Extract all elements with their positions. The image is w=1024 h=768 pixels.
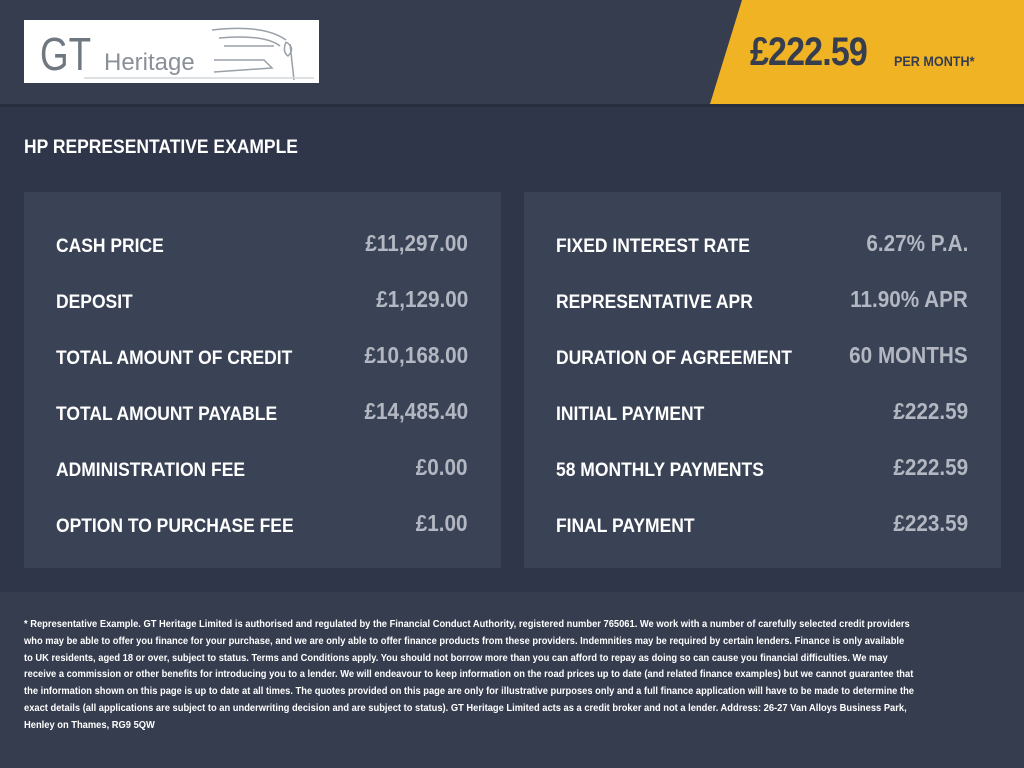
logo-gt-text: GT	[40, 28, 91, 80]
finance-panel-left: CASH PRICE £11,297.00 DEPOSIT £1,129.00 TO…	[24, 192, 501, 568]
finance-row: 58 MONTHLY PAYMENTS £222.59	[556, 452, 968, 482]
finance-row: CASH PRICE £11,297.00	[56, 228, 468, 258]
row-value: £11,297.00	[365, 230, 468, 256]
finance-row: DEPOSIT £1,129.00	[56, 284, 468, 314]
finance-row: TOTAL AMOUNT PAYABLE £14,485.40	[56, 396, 468, 426]
section-title: HP REPRESENTATIVE EXAMPLE	[24, 137, 298, 158]
row-value: 6.27% P.A.	[865, 230, 968, 256]
finance-row: INITIAL PAYMENT £222.59	[556, 396, 968, 426]
finance-row: OPTION TO PURCHASE FEE £1.00	[56, 508, 468, 538]
finance-row: DURATION OF AGREEMENT 60 MONTHS	[556, 340, 968, 370]
gt-heritage-logo[interactable]: GT Heritage	[24, 20, 319, 83]
finance-row: FINAL PAYMENT £223.59	[556, 508, 968, 538]
row-label: TOTAL AMOUNT OF CREDIT	[56, 348, 293, 369]
row-value: £10,168.00	[364, 342, 468, 368]
row-value: £14,485.40	[364, 398, 468, 424]
row-value: £222.59	[893, 454, 968, 480]
row-label: OPTION TO PURCHASE FEE	[56, 516, 294, 537]
row-value: £0.00	[416, 454, 468, 480]
disclaimer-text: * Representative Example. GT Heritage Li…	[24, 618, 914, 731]
row-value: £1.00	[416, 510, 468, 536]
row-label: DURATION OF AGREEMENT	[556, 348, 792, 369]
footer: * Representative Example. GT Heritage Li…	[0, 592, 1024, 768]
row-label: CASH PRICE	[56, 236, 164, 257]
row-label: TOTAL AMOUNT PAYABLE	[56, 404, 278, 425]
row-value: £222.59	[893, 398, 968, 424]
row-label: REPRESENTATIVE APR	[556, 292, 753, 313]
finance-row: TOTAL AMOUNT OF CREDIT £10,168.00	[56, 340, 468, 370]
finance-panel-right: FIXED INTEREST RATE 6.27% P.A. REPRESENTA…	[524, 192, 1001, 568]
header: GT Heritage £222.59 PER MONTH*	[0, 0, 1024, 104]
row-value: £1,129.00	[375, 286, 468, 312]
row-value: 11.90% APR	[850, 286, 968, 312]
row-label: INITIAL PAYMENT	[556, 404, 705, 425]
finance-row: REPRESENTATIVE APR 11.90% APR	[556, 284, 968, 314]
monthly-price: £222.59	[750, 30, 868, 74]
divider	[0, 104, 1024, 107]
row-label: FINAL PAYMENT	[556, 516, 695, 537]
finance-row: ADMINISTRATION FEE £0.00	[56, 452, 468, 482]
logo-graphic: GT Heritage	[40, 27, 314, 81]
per-month-label: PER MONTH*	[894, 53, 975, 69]
row-value: £223.59	[893, 510, 968, 536]
row-value: 60 MONTHS	[849, 342, 968, 368]
row-label: ADMINISTRATION FEE	[56, 460, 246, 481]
row-label: FIXED INTEREST RATE	[556, 236, 750, 257]
row-label: DEPOSIT	[56, 292, 133, 313]
logo-heritage-text: Heritage	[104, 49, 195, 76]
finance-row: FIXED INTEREST RATE 6.27% P.A.	[556, 228, 968, 258]
monthly-price-banner: £222.59 PER MONTH*	[710, 0, 1024, 104]
row-label: 58 MONTHLY PAYMENTS	[556, 460, 764, 481]
